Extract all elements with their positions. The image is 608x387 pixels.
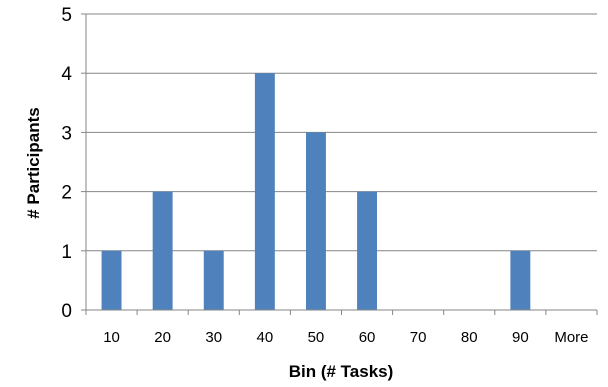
x-tick-label: 70 <box>410 329 427 346</box>
x-tick-label: More <box>554 329 588 346</box>
x-tick-label: 80 <box>461 329 478 346</box>
axes <box>81 13 598 315</box>
bar-10 <box>101 250 122 310</box>
y-axis-title: # Participants <box>24 107 43 219</box>
y-tick-label: 4 <box>61 64 72 85</box>
x-tick-label: 60 <box>359 329 376 346</box>
x-tick-label: 30 <box>205 329 222 346</box>
bar-30 <box>203 250 224 310</box>
y-tick-label: 3 <box>61 123 72 144</box>
y-tick-label: 5 <box>61 5 72 26</box>
x-tick-label: 90 <box>512 329 529 346</box>
bar-20 <box>152 191 173 310</box>
y-tick-labels: 0 1 2 3 4 5 <box>61 5 72 322</box>
y-tick-label: 2 <box>61 183 72 204</box>
bar-40 <box>254 73 275 310</box>
x-tick-label: 10 <box>103 329 120 346</box>
bar-50 <box>305 132 326 310</box>
y-tick-label: 1 <box>61 242 72 263</box>
x-tick-labels: 10 20 30 40 50 60 70 80 90 More <box>103 329 588 346</box>
bar-90 <box>510 250 531 310</box>
bar-60 <box>357 191 378 310</box>
bars <box>101 73 531 310</box>
x-tick-label: 20 <box>154 329 171 346</box>
x-axis-title: Bin (# Tasks) <box>289 362 394 381</box>
x-tick-label: 40 <box>257 329 274 346</box>
x-tick-label: 50 <box>308 329 325 346</box>
y-tick-label: 0 <box>61 301 72 322</box>
